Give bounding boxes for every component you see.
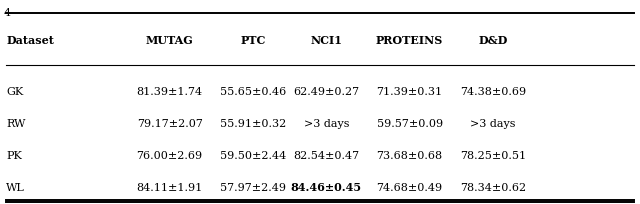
Text: >3 days: >3 days bbox=[470, 119, 516, 128]
Text: D&D: D&D bbox=[478, 35, 508, 46]
Text: 78.34±0.62: 78.34±0.62 bbox=[460, 182, 526, 192]
Text: 55.65±0.46: 55.65±0.46 bbox=[220, 87, 286, 97]
Text: RW: RW bbox=[6, 119, 26, 128]
Text: WL: WL bbox=[6, 182, 25, 192]
Text: 55.91±0.32: 55.91±0.32 bbox=[220, 119, 286, 128]
Text: 78.25±0.51: 78.25±0.51 bbox=[460, 150, 526, 160]
Text: 62.49±0.27: 62.49±0.27 bbox=[293, 87, 360, 97]
Text: PTC: PTC bbox=[240, 35, 266, 46]
Text: 84.11±1.91: 84.11±1.91 bbox=[136, 182, 203, 192]
Text: PK: PK bbox=[6, 150, 22, 160]
Text: >3 days: >3 days bbox=[303, 119, 349, 128]
Text: 71.39±0.31: 71.39±0.31 bbox=[376, 87, 443, 97]
Text: Dataset: Dataset bbox=[6, 35, 54, 46]
Text: 74.68±0.49: 74.68±0.49 bbox=[376, 182, 443, 192]
Text: 4: 4 bbox=[3, 8, 10, 18]
Text: 73.68±0.68: 73.68±0.68 bbox=[376, 150, 443, 160]
Text: 82.54±0.47: 82.54±0.47 bbox=[293, 150, 360, 160]
Text: 76.00±2.69: 76.00±2.69 bbox=[136, 150, 203, 160]
Text: MUTAG: MUTAG bbox=[146, 35, 193, 46]
Text: 74.38±0.69: 74.38±0.69 bbox=[460, 87, 526, 97]
Text: 59.50±2.44: 59.50±2.44 bbox=[220, 150, 286, 160]
Text: 59.57±0.09: 59.57±0.09 bbox=[376, 119, 443, 128]
Text: 57.97±2.49: 57.97±2.49 bbox=[220, 182, 286, 192]
Text: 81.39±1.74: 81.39±1.74 bbox=[136, 87, 203, 97]
Text: 84.46±0.45: 84.46±0.45 bbox=[291, 181, 362, 192]
Text: PROTEINS: PROTEINS bbox=[376, 35, 444, 46]
Text: GK: GK bbox=[6, 87, 24, 97]
Text: 79.17±2.07: 79.17±2.07 bbox=[137, 119, 202, 128]
Text: NCI1: NCI1 bbox=[310, 35, 342, 46]
